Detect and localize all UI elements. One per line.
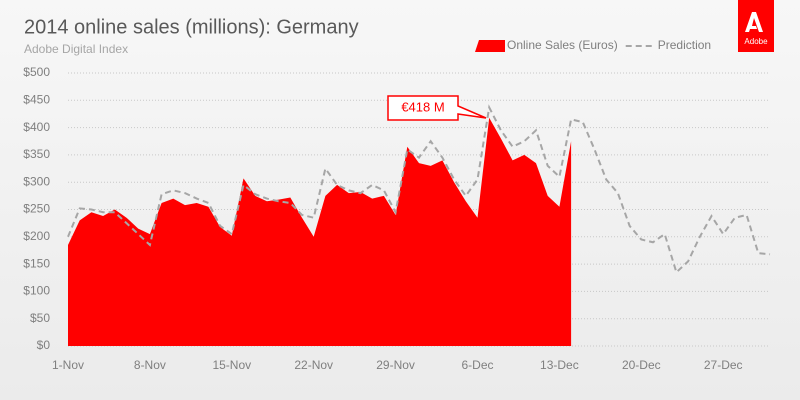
x-tick-label: 13-Dec <box>540 358 579 372</box>
y-tick-label: $500 <box>23 65 50 79</box>
y-tick-label: $50 <box>30 311 50 325</box>
annotation: €418 M <box>387 95 487 121</box>
logo: Adobe <box>738 0 774 52</box>
logo-mark <box>745 12 763 32</box>
x-tick-label: 1-Nov <box>52 358 84 372</box>
x-tick-label: 8-Nov <box>134 358 166 372</box>
callout-text: €418 M <box>401 99 444 114</box>
x-tick-label: 29-Nov <box>376 358 415 372</box>
legend: Online Sales (Euros) Prediction <box>475 38 711 52</box>
x-tick-label: 20-Dec <box>622 358 661 372</box>
legend-label: Online Sales (Euros) <box>507 38 618 52</box>
logo-text: Adobe <box>744 37 768 46</box>
chart-subtitle: Adobe Digital Index <box>24 42 128 56</box>
y-tick-label: $0 <box>37 338 51 352</box>
y-tick-label: $300 <box>23 174 50 188</box>
x-tick-label: 22-Nov <box>294 358 333 372</box>
y-tick-label: $200 <box>23 229 50 243</box>
y-tick-label: $450 <box>23 92 50 106</box>
x-tick-label: 15-Nov <box>212 358 251 372</box>
prediction-line <box>67 104 771 275</box>
y-tick-label: $250 <box>23 202 50 216</box>
y-tick-label: $350 <box>23 147 50 161</box>
sales-area <box>68 117 572 346</box>
y-tick-label: $100 <box>23 284 50 298</box>
y-tick-label: $150 <box>23 256 50 270</box>
plot: $0 $50 $100 $150 $200 $250 $300 $350 $400 $450 $50… <box>23 65 771 372</box>
legend-label: Prediction <box>658 38 711 52</box>
chart-title: 2014 online sales (millions): Germany <box>24 16 359 38</box>
x-tick-label: 27-Dec <box>704 358 743 372</box>
legend-swatch <box>475 40 505 52</box>
y-tick-label: $400 <box>23 120 50 134</box>
x-tick-label: 6-Dec <box>461 358 493 372</box>
callout-box <box>387 95 487 121</box>
